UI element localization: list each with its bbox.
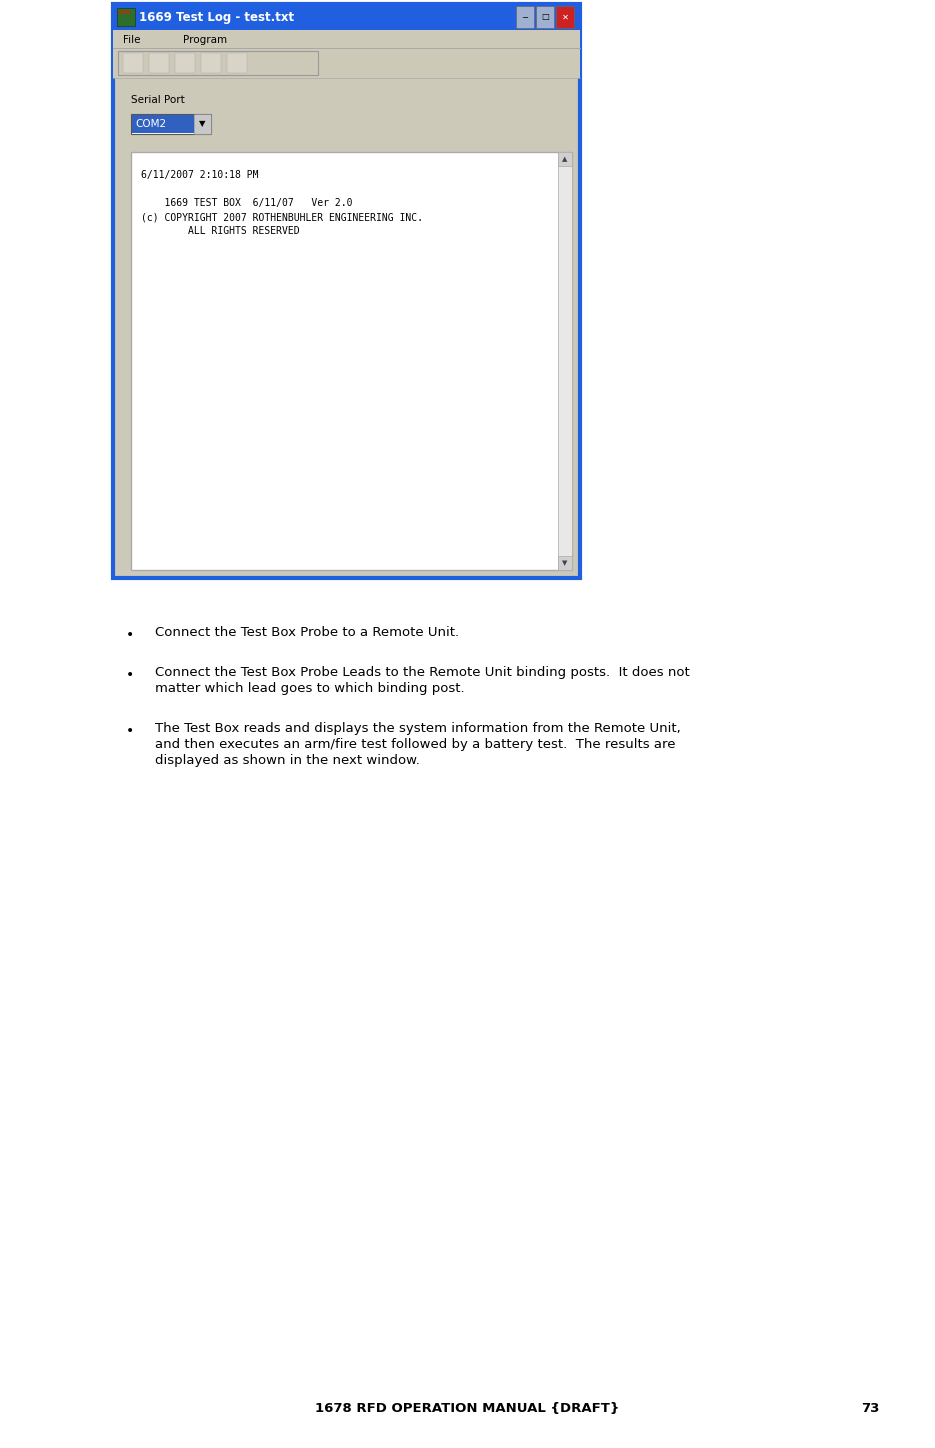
Text: 73: 73 [861,1402,879,1415]
Text: Connect the Test Box Probe to a Remote Unit.: Connect the Test Box Probe to a Remote U… [155,626,459,639]
Text: □: □ [541,13,549,22]
Bar [113,4,580,30]
Text: 1669 Test Log - test.txt: 1669 Test Log - test.txt [139,10,295,23]
Bar [123,54,143,72]
Bar [113,4,580,578]
Text: Serial Port: Serial Port [131,96,185,106]
Bar [132,114,194,133]
Bar [536,6,554,28]
Text: ▼: ▼ [562,560,568,566]
Text: and then executes an arm/fire test followed by a battery test.  The results are: and then executes an arm/fire test follo… [155,738,675,752]
Text: ▼: ▼ [199,120,206,129]
Text: 6/11/2007 2:10:18 PM: 6/11/2007 2:10:18 PM [141,169,258,180]
Text: ✕: ✕ [562,13,568,22]
Bar [201,54,221,72]
Text: The Test Box reads and displays the system information from the Remote Unit,: The Test Box reads and displays the syst… [155,723,681,736]
Text: ─: ─ [523,13,527,22]
Text: COM2: COM2 [135,119,166,129]
Bar [125,10,130,14]
Bar [131,114,211,135]
Text: •: • [126,668,134,682]
Bar [558,152,572,571]
Bar [194,114,211,135]
Text: ▲: ▲ [562,156,568,162]
Bar [558,152,572,167]
Text: Connect the Test Box Probe Leads to the Remote Unit binding posts.  It does not: Connect the Test Box Probe Leads to the … [155,666,690,679]
Text: File: File [123,35,140,45]
Bar [149,54,169,72]
Text: •: • [126,628,134,641]
Bar [113,48,580,78]
Text: displayed as shown in the next window.: displayed as shown in the next window. [155,754,420,767]
Bar [227,54,247,72]
Bar [113,30,580,48]
Bar [117,9,135,26]
Text: 1678 RFD OPERATION MANUAL {DRAFT}: 1678 RFD OPERATION MANUAL {DRAFT} [315,1402,620,1415]
Text: •: • [126,724,134,738]
Bar [175,54,195,72]
Bar [556,6,574,28]
Bar [119,10,124,14]
Bar [558,556,572,571]
Bar [131,152,572,571]
Text: 1669 TEST BOX  6/11/07   Ver 2.0: 1669 TEST BOX 6/11/07 Ver 2.0 [141,198,352,209]
Bar [516,6,534,28]
Text: Program: Program [183,35,227,45]
Text: matter which lead goes to which binding post.: matter which lead goes to which binding … [155,682,465,695]
Text: (c) COPYRIGHT 2007 ROTHENBUHLER ENGINEERING INC.: (c) COPYRIGHT 2007 ROTHENBUHLER ENGINEER… [141,211,423,222]
Bar [118,51,318,75]
Text: ALL RIGHTS RESERVED: ALL RIGHTS RESERVED [141,226,299,236]
